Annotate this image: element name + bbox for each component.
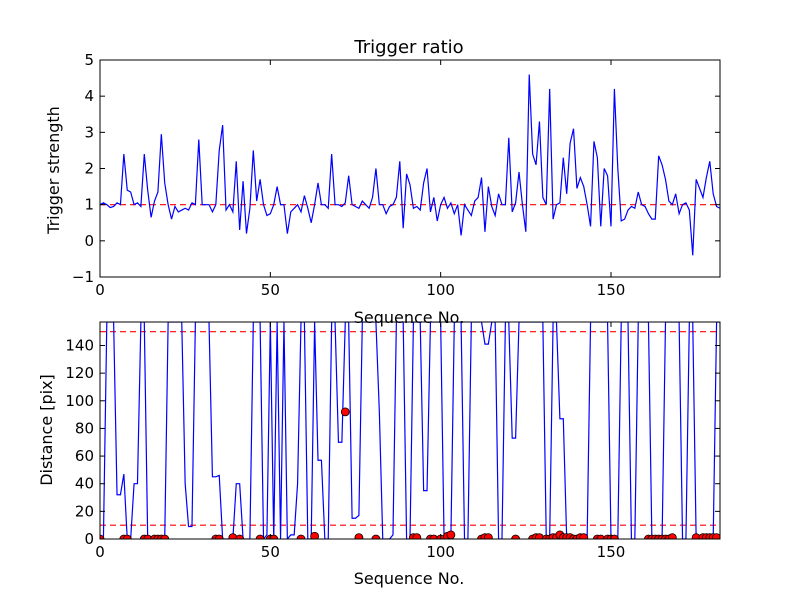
- data-marker: [310, 531, 320, 539]
- series-line-0: [100, 322, 720, 539]
- data-marker: [446, 530, 456, 539]
- y-tick-label: 100: [65, 392, 94, 410]
- plot-area: [100, 322, 720, 539]
- y-tick-label: 3: [84, 123, 94, 141]
- data-marker: [609, 534, 619, 539]
- data-marker: [712, 533, 720, 539]
- y-tick-label: 1: [84, 196, 94, 214]
- data-marker: [160, 534, 170, 539]
- y-tick-label: 120: [65, 364, 94, 382]
- distance-chart: Sequence No. Distance [pix] 0 50 100 150 0 20…: [37, 321, 721, 588]
- y-axis-label: Trigger strength: [44, 106, 63, 235]
- y-tick-label: 140: [65, 336, 94, 354]
- plot-frame: [99, 321, 721, 540]
- x-tick-label: 150: [597, 281, 626, 299]
- chart-title: Trigger ratio: [353, 37, 463, 58]
- y-tick-label: 60: [75, 447, 94, 465]
- x-tick-label: 0: [95, 281, 105, 299]
- data-marker: [667, 533, 677, 539]
- data-marker: [579, 533, 589, 539]
- data-marker: [214, 534, 224, 539]
- y-tick-label: 5: [84, 51, 94, 69]
- y-tick-label: 4: [84, 87, 94, 105]
- trigger-ratio-chart: Trigger ratio Sequence No. Trigger stren…: [44, 37, 721, 327]
- x-axis-label: Sequence No.: [354, 308, 465, 327]
- data-marker: [269, 534, 279, 539]
- data-marker: [340, 407, 350, 417]
- data-marker: [354, 533, 364, 539]
- x-tick-label: 150: [597, 543, 626, 561]
- data-marker: [596, 534, 606, 539]
- y-tick-label: 40: [75, 475, 94, 493]
- data-marker: [371, 534, 381, 539]
- y-axis-label: Distance [pix]: [37, 374, 56, 486]
- data-marker: [511, 534, 521, 539]
- y-tick-label: 0: [84, 530, 94, 548]
- data-marker: [235, 534, 245, 539]
- plot-area: [100, 74, 720, 256]
- y-tick-label: −1: [72, 268, 94, 286]
- x-axis-label: Sequence No.: [354, 569, 465, 588]
- data-marker: [296, 534, 306, 539]
- series-line-0: [100, 74, 720, 256]
- x-tick-label: 100: [426, 281, 455, 299]
- y-tick-label: 80: [75, 419, 94, 437]
- data-marker: [122, 534, 132, 539]
- x-tick-label: 50: [261, 281, 280, 299]
- y-tick-label: 20: [75, 502, 94, 520]
- data-marker: [412, 533, 422, 539]
- x-tick-label: 50: [261, 543, 280, 561]
- y-tick-label: 2: [84, 160, 94, 178]
- data-marker: [100, 534, 105, 539]
- data-marker: [483, 533, 493, 539]
- x-tick-label: 100: [426, 543, 455, 561]
- y-tick-label: 0: [84, 232, 94, 250]
- data-marker: [143, 534, 153, 539]
- data-marker: [255, 534, 265, 539]
- data-marker: [429, 534, 439, 539]
- x-tick-label: 0: [95, 543, 105, 561]
